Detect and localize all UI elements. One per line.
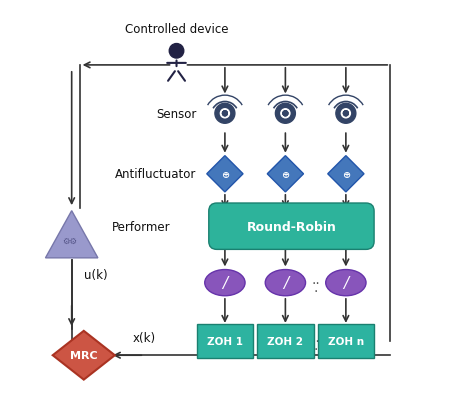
Ellipse shape	[326, 270, 366, 296]
Text: ⚙⚙: ⚙⚙	[62, 236, 77, 245]
Circle shape	[283, 112, 288, 116]
Text: ZOH 1: ZOH 1	[207, 336, 243, 346]
Text: /: /	[283, 275, 288, 290]
Text: ⊕: ⊕	[221, 169, 229, 179]
Polygon shape	[53, 331, 115, 379]
Text: MRC: MRC	[70, 350, 98, 360]
Circle shape	[283, 112, 288, 116]
Ellipse shape	[265, 270, 306, 296]
Text: .: .	[313, 280, 318, 294]
Text: ⊕: ⊕	[342, 169, 350, 179]
FancyBboxPatch shape	[318, 324, 374, 358]
Polygon shape	[267, 156, 303, 192]
Circle shape	[223, 112, 227, 116]
Text: /: /	[343, 275, 348, 290]
Polygon shape	[46, 211, 98, 258]
Text: Performer: Performer	[112, 220, 171, 233]
Text: ..: ..	[311, 272, 320, 286]
Text: Round-Robin: Round-Robin	[246, 220, 337, 233]
Text: Sensor: Sensor	[156, 107, 197, 121]
Circle shape	[344, 112, 348, 116]
Circle shape	[220, 109, 229, 119]
Circle shape	[336, 104, 356, 124]
Text: ..: ..	[311, 330, 320, 344]
FancyBboxPatch shape	[209, 203, 374, 250]
Text: x(k): x(k)	[132, 331, 155, 344]
Text: Controlled device: Controlled device	[125, 23, 228, 36]
FancyBboxPatch shape	[257, 324, 314, 358]
Text: ZOH 2: ZOH 2	[267, 336, 303, 346]
Circle shape	[223, 112, 227, 116]
Circle shape	[283, 112, 288, 116]
Circle shape	[223, 112, 227, 116]
Circle shape	[215, 104, 235, 124]
Polygon shape	[207, 156, 243, 192]
Circle shape	[281, 109, 290, 119]
Circle shape	[275, 104, 295, 124]
Circle shape	[344, 112, 348, 116]
Circle shape	[344, 112, 348, 116]
Circle shape	[344, 112, 348, 116]
Text: ZOH n: ZOH n	[328, 336, 364, 346]
Circle shape	[341, 109, 350, 119]
Circle shape	[283, 112, 288, 116]
Text: ⊕: ⊕	[282, 169, 290, 179]
Circle shape	[223, 112, 227, 116]
Ellipse shape	[205, 270, 245, 296]
Text: Antifluctuator: Antifluctuator	[115, 168, 197, 181]
Text: /: /	[222, 275, 228, 290]
Polygon shape	[328, 156, 364, 192]
Circle shape	[169, 45, 184, 59]
Text: u(k): u(k)	[84, 269, 108, 281]
Text: .: .	[313, 338, 318, 352]
FancyBboxPatch shape	[197, 324, 253, 358]
